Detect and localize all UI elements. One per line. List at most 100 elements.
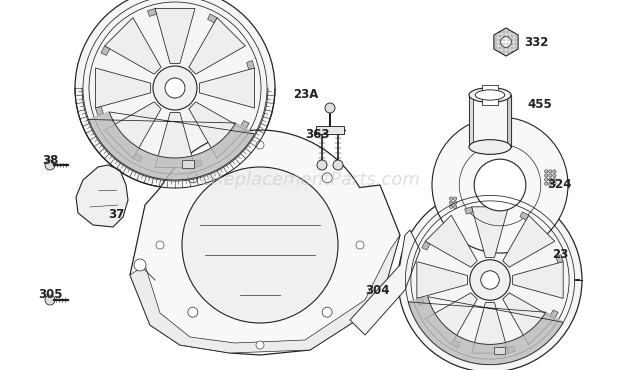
Polygon shape — [350, 230, 420, 335]
Polygon shape — [425, 293, 477, 345]
Circle shape — [474, 159, 526, 211]
Polygon shape — [417, 262, 467, 298]
Circle shape — [333, 160, 343, 170]
Ellipse shape — [476, 90, 505, 100]
Text: 37: 37 — [108, 209, 124, 222]
Polygon shape — [408, 297, 564, 365]
Polygon shape — [422, 241, 430, 250]
Polygon shape — [451, 340, 460, 348]
Polygon shape — [556, 255, 563, 263]
Circle shape — [156, 241, 164, 249]
Bar — [316, 126, 344, 134]
Polygon shape — [105, 18, 161, 74]
Polygon shape — [494, 28, 518, 56]
Circle shape — [544, 178, 548, 181]
Polygon shape — [105, 102, 161, 158]
Circle shape — [450, 205, 453, 208]
Circle shape — [549, 182, 552, 185]
Circle shape — [188, 307, 198, 317]
Text: 305: 305 — [38, 289, 63, 302]
Polygon shape — [247, 60, 255, 70]
Polygon shape — [193, 159, 203, 168]
Circle shape — [549, 170, 552, 173]
Polygon shape — [89, 112, 255, 180]
Text: eReplacementParts.com: eReplacementParts.com — [200, 171, 420, 189]
Circle shape — [165, 78, 185, 98]
Circle shape — [356, 241, 364, 249]
Circle shape — [322, 173, 332, 183]
Polygon shape — [155, 9, 195, 64]
Circle shape — [480, 271, 499, 289]
Circle shape — [549, 178, 552, 181]
Polygon shape — [507, 95, 511, 147]
Circle shape — [45, 160, 55, 170]
Bar — [469, 95, 511, 147]
Circle shape — [432, 117, 568, 253]
Circle shape — [322, 307, 332, 317]
Circle shape — [188, 173, 198, 183]
Polygon shape — [417, 297, 424, 305]
Polygon shape — [200, 68, 255, 108]
Polygon shape — [520, 212, 529, 220]
Polygon shape — [148, 9, 156, 16]
Circle shape — [549, 174, 552, 177]
Polygon shape — [189, 102, 246, 158]
Circle shape — [450, 201, 453, 204]
Polygon shape — [208, 14, 217, 23]
Circle shape — [552, 170, 556, 173]
Circle shape — [398, 188, 582, 370]
Circle shape — [552, 182, 556, 185]
Circle shape — [453, 197, 457, 200]
Text: 38: 38 — [42, 154, 58, 166]
Polygon shape — [425, 215, 477, 267]
Polygon shape — [130, 130, 400, 355]
Polygon shape — [101, 46, 110, 56]
Circle shape — [450, 197, 453, 200]
Polygon shape — [464, 207, 473, 214]
Circle shape — [470, 260, 510, 300]
Text: 455: 455 — [527, 98, 552, 111]
Polygon shape — [95, 68, 151, 108]
Circle shape — [45, 295, 55, 305]
Polygon shape — [95, 107, 104, 115]
Circle shape — [317, 160, 327, 170]
Circle shape — [544, 182, 548, 185]
Polygon shape — [76, 165, 128, 227]
Bar — [482, 85, 498, 105]
Circle shape — [134, 259, 146, 271]
Ellipse shape — [469, 88, 511, 102]
Polygon shape — [189, 18, 246, 74]
Circle shape — [552, 174, 556, 177]
Text: 363: 363 — [305, 128, 329, 141]
Polygon shape — [133, 153, 143, 162]
Polygon shape — [240, 121, 249, 130]
Ellipse shape — [469, 139, 511, 154]
Circle shape — [75, 0, 275, 188]
Polygon shape — [472, 303, 508, 353]
Polygon shape — [469, 95, 473, 147]
Circle shape — [453, 205, 457, 208]
Text: 23: 23 — [552, 249, 569, 262]
Text: 332: 332 — [524, 36, 548, 48]
Polygon shape — [503, 293, 555, 345]
Circle shape — [256, 141, 264, 149]
Circle shape — [544, 170, 548, 173]
Polygon shape — [472, 207, 508, 258]
Polygon shape — [130, 235, 400, 353]
Circle shape — [501, 37, 512, 47]
Bar — [182, 160, 195, 168]
Text: 23A: 23A — [293, 88, 319, 101]
Circle shape — [256, 341, 264, 349]
Text: 324: 324 — [547, 178, 572, 192]
Polygon shape — [507, 346, 515, 353]
Circle shape — [552, 178, 556, 181]
Bar — [494, 347, 505, 354]
Polygon shape — [503, 215, 555, 267]
Circle shape — [325, 103, 335, 113]
Polygon shape — [155, 112, 195, 168]
Circle shape — [544, 174, 548, 177]
Circle shape — [182, 167, 338, 323]
Polygon shape — [513, 262, 563, 298]
Polygon shape — [550, 310, 558, 319]
Circle shape — [153, 66, 197, 110]
